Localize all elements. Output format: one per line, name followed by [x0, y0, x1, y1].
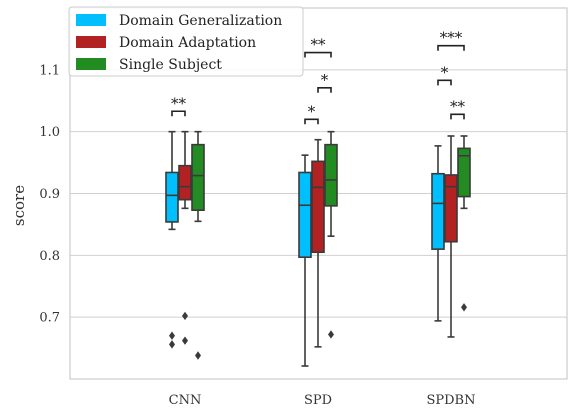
outlier-point: [169, 340, 175, 349]
x-tick-label: SPD: [304, 393, 332, 408]
significance-bracket: **: [171, 94, 187, 117]
box-domain-adaptation: [178, 130, 192, 345]
axes: score 0.7 0.8 0.9 1.0 1.1 CNN SPD SPDBN: [10, 63, 476, 408]
y-axis-label: score: [10, 185, 28, 226]
significance-label: **: [311, 36, 327, 54]
legend-box: [68, 6, 304, 77]
box-iqr: [431, 172, 445, 250]
legend: Domain Generalization Domain Adaptation Si…: [68, 6, 304, 77]
legend-swatch: [76, 58, 106, 70]
significance-label: **: [450, 97, 466, 115]
plot-frame: [69, 7, 568, 380]
significance-bracket: *: [304, 102, 319, 125]
outlier-point: [328, 330, 334, 339]
box-iqr: [457, 147, 471, 198]
box-iqr: [444, 174, 458, 243]
significance-bracket: *: [317, 71, 332, 93]
outlier-point: [182, 311, 188, 321]
outlier-point: [182, 336, 188, 345]
significance-label: *: [441, 63, 449, 81]
box-iqr: [324, 143, 338, 207]
legend-swatch: [76, 14, 106, 26]
significance-label: ***: [440, 29, 463, 47]
significance-label: *: [308, 102, 316, 120]
x-tick-label: SPDBN: [426, 393, 475, 408]
legend-entry-label: Single Subject: [119, 57, 222, 73]
box-iqr: [311, 160, 325, 254]
box-single-subject: [191, 130, 205, 360]
box-domain-adaptation: [311, 138, 325, 348]
y-tick-label: 0.9: [39, 187, 60, 202]
box-iqr: [165, 171, 179, 223]
legend-swatch: [76, 36, 106, 48]
outlier-point: [461, 303, 467, 312]
bracket-line: [450, 113, 465, 120]
bracket-line: [317, 86, 332, 93]
bracket-line: [304, 118, 319, 125]
significance-bracket: **: [450, 97, 466, 120]
y-tick-label: 1.0: [39, 125, 60, 140]
box-domain-adaptation: [444, 135, 458, 338]
significance-label: *: [321, 71, 329, 89]
significance-label: **: [171, 94, 187, 112]
significance-annotations: ** **********: [171, 29, 466, 125]
x-tick-label: CNN: [169, 393, 202, 408]
box-iqr: [298, 171, 312, 258]
bracket-line: [304, 51, 332, 58]
box-iqr: [191, 143, 205, 211]
boxes: [165, 130, 471, 367]
y-tick-label: 1.1: [39, 63, 60, 78]
y-tick-label: 0.8: [39, 249, 60, 264]
box-single-subject: [324, 130, 338, 339]
significance-bracket: ***: [437, 29, 465, 51]
legend-entry-label: Domain Adaptation: [119, 35, 256, 51]
box-iqr: [178, 164, 192, 201]
outlier-point: [169, 331, 175, 340]
bracket-line: [171, 110, 186, 117]
box-domain-generalization: [431, 145, 445, 322]
bracket-line: [437, 79, 452, 86]
box-single-subject: [457, 135, 471, 312]
significance-bracket: *: [437, 63, 452, 86]
legend-entry-label: Domain Generalization: [119, 13, 282, 29]
outlier-point: [195, 351, 201, 360]
y-tick-label: 0.7: [39, 311, 60, 326]
box-domain-generalization: [298, 154, 312, 367]
bracket-line: [437, 44, 465, 51]
box-domain-generalization: [165, 130, 179, 349]
significance-bracket: **: [304, 36, 332, 58]
